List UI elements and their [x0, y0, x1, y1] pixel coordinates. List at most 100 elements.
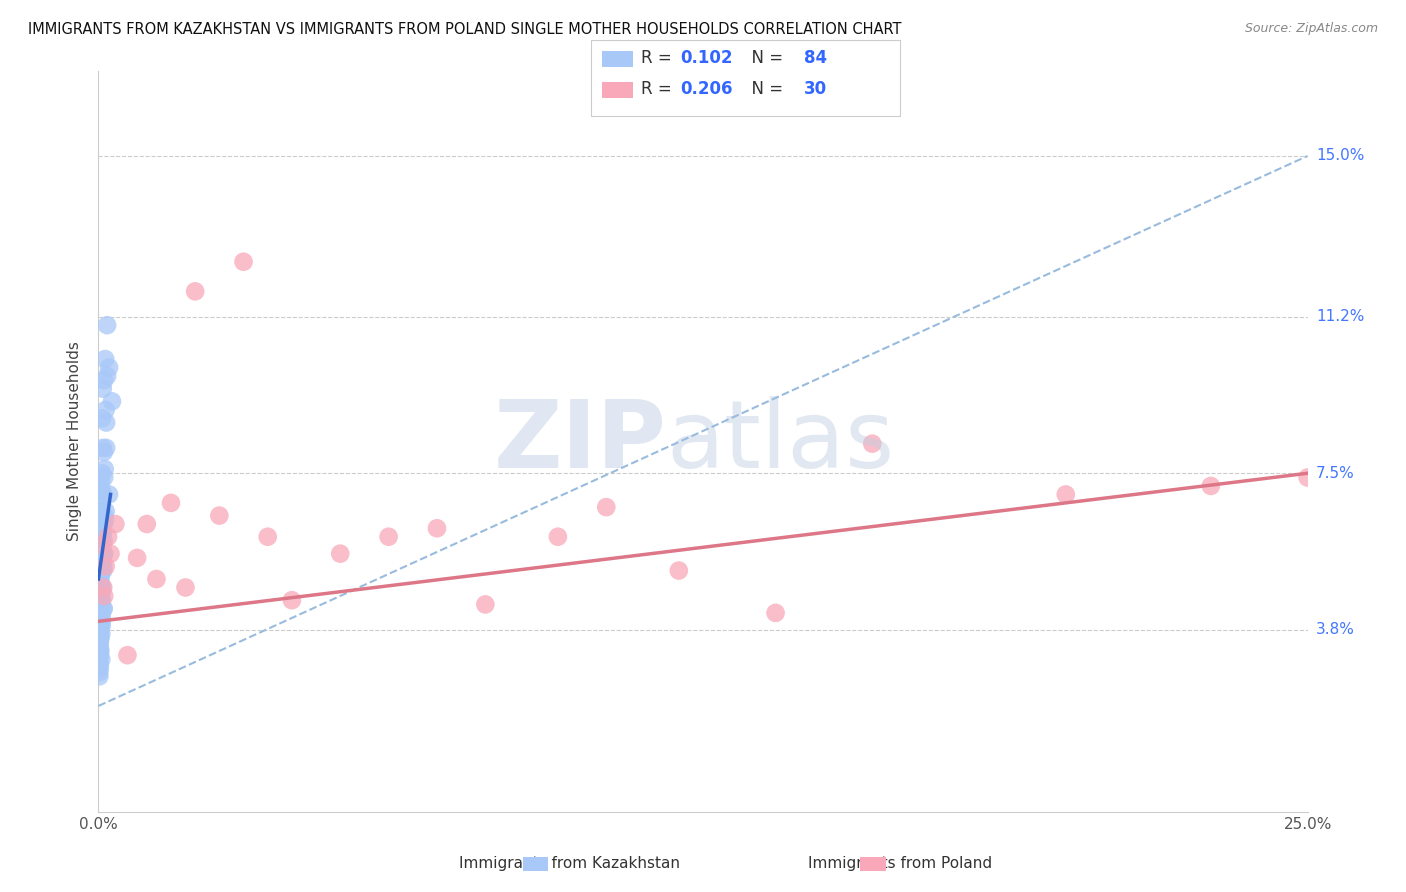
- Text: Source: ZipAtlas.com: Source: ZipAtlas.com: [1244, 22, 1378, 36]
- Point: [93, 470, 115, 484]
- Point: [256, 530, 278, 544]
- Point: [89, 589, 111, 603]
- Point: [117, 648, 139, 663]
- Point: [90, 475, 112, 489]
- Point: [1199, 479, 1222, 493]
- Point: [100, 547, 122, 561]
- Point: [91, 525, 114, 540]
- Point: [765, 606, 787, 620]
- Text: N =: N =: [741, 80, 789, 98]
- Point: [160, 496, 183, 510]
- Point: [96, 368, 118, 383]
- Point: [91, 581, 114, 595]
- Text: Immigrants from Poland: Immigrants from Poland: [808, 856, 991, 871]
- Y-axis label: Single Mother Households: Single Mother Households: [67, 342, 83, 541]
- Point: [89, 644, 111, 658]
- Text: 11.2%: 11.2%: [1316, 310, 1364, 324]
- Point: [90, 559, 112, 574]
- Point: [89, 576, 111, 591]
- Point: [89, 648, 111, 663]
- Point: [93, 547, 115, 561]
- Point: [1296, 470, 1319, 484]
- Point: [89, 593, 111, 607]
- Point: [104, 516, 127, 531]
- Point: [90, 652, 112, 666]
- Point: [90, 627, 112, 641]
- Point: [91, 411, 114, 425]
- Point: [281, 593, 304, 607]
- Point: [595, 500, 617, 515]
- Point: [91, 516, 114, 531]
- Point: [90, 504, 112, 518]
- Text: R =: R =: [641, 80, 678, 98]
- Point: [91, 533, 114, 548]
- Text: 0.102: 0.102: [681, 49, 733, 67]
- Point: [91, 525, 114, 540]
- Point: [89, 623, 111, 637]
- Point: [89, 576, 111, 591]
- Text: 15.0%: 15.0%: [1316, 148, 1364, 163]
- Point: [97, 530, 120, 544]
- Point: [90, 555, 112, 569]
- Point: [329, 547, 352, 561]
- Point: [90, 567, 112, 582]
- Point: [232, 254, 254, 268]
- Point: [174, 581, 197, 595]
- Point: [91, 538, 114, 552]
- Point: [96, 441, 118, 455]
- Point: [668, 564, 690, 578]
- Point: [96, 318, 118, 333]
- Point: [426, 521, 449, 535]
- Point: [93, 589, 115, 603]
- Point: [90, 504, 112, 518]
- Text: 30: 30: [804, 80, 827, 98]
- Point: [184, 285, 207, 299]
- Point: [89, 572, 111, 586]
- Point: [90, 593, 112, 607]
- Point: [90, 483, 112, 498]
- Text: 0.206: 0.206: [681, 80, 733, 98]
- Point: [94, 352, 117, 367]
- Text: 7.5%: 7.5%: [1316, 466, 1354, 481]
- Point: [91, 601, 114, 615]
- Point: [93, 547, 115, 561]
- Point: [89, 606, 111, 620]
- Point: [91, 564, 114, 578]
- Point: [90, 618, 112, 632]
- Point: [91, 513, 114, 527]
- Point: [101, 394, 124, 409]
- Point: [547, 530, 569, 544]
- Text: Immigrants from Kazakhstan: Immigrants from Kazakhstan: [458, 856, 681, 871]
- Point: [89, 669, 111, 683]
- Point: [91, 559, 114, 574]
- Point: [89, 632, 111, 646]
- Point: [93, 373, 115, 387]
- Point: [96, 416, 118, 430]
- Point: [90, 555, 112, 569]
- Point: [93, 508, 115, 523]
- Point: [145, 572, 167, 586]
- Point: [89, 618, 111, 632]
- Point: [90, 533, 112, 548]
- Point: [94, 513, 117, 527]
- Point: [94, 402, 117, 417]
- Point: [377, 530, 399, 544]
- Point: [89, 632, 111, 646]
- Text: IMMIGRANTS FROM KAZAKHSTAN VS IMMIGRANTS FROM POLAND SINGLE MOTHER HOUSEHOLDS CO: IMMIGRANTS FROM KAZAKHSTAN VS IMMIGRANTS…: [28, 22, 901, 37]
- Point: [89, 665, 111, 679]
- Point: [89, 598, 111, 612]
- Point: [94, 504, 117, 518]
- Point: [1054, 487, 1077, 501]
- Point: [91, 538, 114, 552]
- Point: [89, 576, 111, 591]
- Point: [90, 610, 112, 624]
- Point: [94, 559, 117, 574]
- Text: atlas: atlas: [666, 395, 896, 488]
- Point: [91, 441, 114, 455]
- Point: [860, 436, 883, 450]
- Point: [93, 445, 115, 459]
- Point: [91, 550, 114, 565]
- Point: [208, 508, 231, 523]
- Point: [90, 542, 112, 557]
- Point: [89, 547, 111, 561]
